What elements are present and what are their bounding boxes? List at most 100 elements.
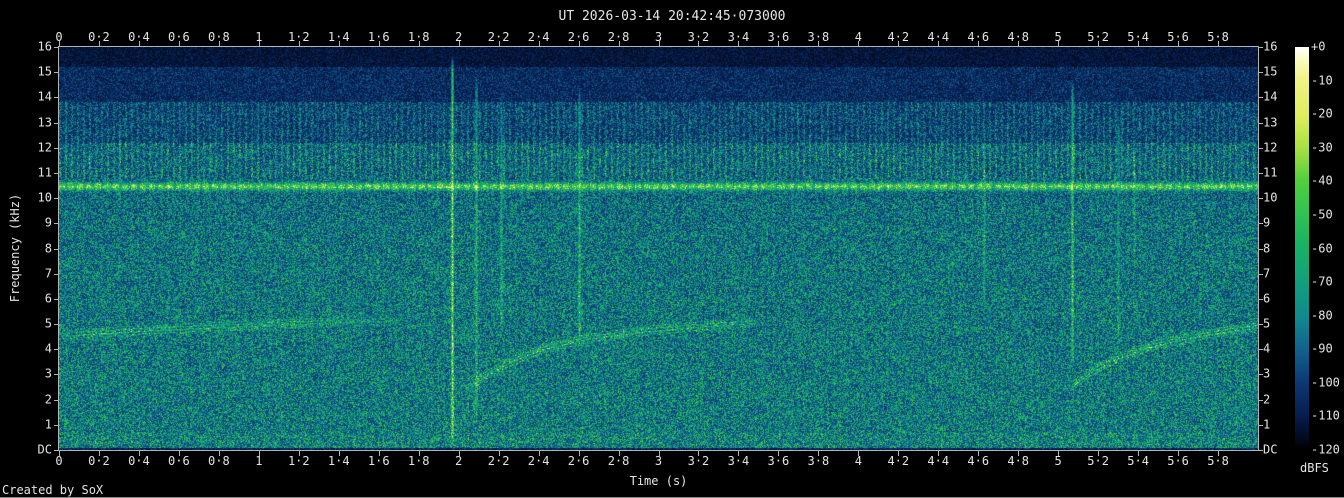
freq-tick-label: 4 (1263, 341, 1271, 356)
freq-tick-label: 6 (44, 291, 52, 306)
time-tick-mark (1098, 451, 1100, 456)
time-tick-mark (258, 41, 260, 46)
freq-tick-label: 12 (1263, 140, 1278, 155)
time-tick-label: 4·2 (887, 30, 910, 44)
plot-frame (58, 46, 1259, 451)
time-tick-label: 3·8 (807, 30, 830, 44)
freq-tick-mark (1259, 349, 1263, 351)
time-tick-mark (298, 41, 300, 46)
colorbar-tick-label: -50 (1311, 207, 1333, 222)
time-tick-mark (1018, 451, 1020, 456)
time-tick-label: 3·2 (687, 454, 710, 468)
time-tick-label: 4·2 (887, 454, 910, 468)
colorbar-tick-label: -80 (1311, 308, 1333, 323)
freq-tick-mark (54, 450, 58, 451)
time-tick-label: 0·6 (168, 454, 190, 468)
time-tick-label: 1·8 (407, 454, 430, 468)
time-tick-mark (378, 41, 380, 46)
time-tick-mark (978, 451, 980, 456)
time-tick-label: 2·6 (567, 454, 590, 468)
freq-tick-label: DC (1263, 442, 1278, 457)
freq-tick-label: 9 (1263, 215, 1271, 230)
time-tick-label: 4·4 (927, 30, 950, 44)
time-tick-mark (418, 451, 420, 456)
time-tick-mark (338, 41, 340, 46)
time-tick-mark (698, 451, 700, 456)
colorbar-unit-label: dBFS (1300, 461, 1329, 475)
time-axis-title: Time (s) (629, 474, 688, 488)
freq-tick-mark (1259, 147, 1263, 149)
time-tick-label: 1 (255, 30, 263, 44)
time-tick-label: 0·8 (208, 454, 230, 468)
colorbar-tick-label: -100 (1311, 375, 1340, 390)
freq-tick-mark (1259, 248, 1263, 250)
freq-tick-mark (54, 223, 58, 225)
time-tick-label: 4·6 (967, 30, 990, 44)
freq-tick-mark (1259, 122, 1263, 124)
freq-tick-label: 4 (44, 341, 52, 356)
freq-tick-label: 6 (1263, 291, 1271, 306)
freq-tick-mark (54, 122, 58, 124)
time-tick-label: 0 (55, 454, 63, 468)
colorbar-tick-label: -20 (1311, 106, 1333, 121)
time-tick-label: 3·4 (727, 30, 750, 44)
freq-tick-mark (1259, 324, 1263, 326)
time-tick-label: 0·2 (88, 30, 110, 44)
time-tick-mark (738, 41, 740, 46)
freq-tick-label: 16 (1263, 39, 1278, 54)
freq-tick-label: 7 (44, 266, 52, 281)
time-tick-mark (1098, 41, 1100, 46)
time-tick-label: 5·4 (1127, 454, 1149, 468)
figure-title: UT 2026-03-14 20:42:45·073000 (558, 9, 786, 24)
time-tick-label: 3·8 (807, 454, 830, 468)
time-tick-label: 1·6 (367, 454, 390, 468)
time-tick-mark (778, 41, 780, 46)
time-tick-label: 3 (654, 30, 663, 44)
time-tick-mark (298, 451, 300, 456)
time-tick-mark (178, 451, 180, 456)
time-tick-mark (778, 451, 780, 456)
freq-axis-title: Frequency (kHz) (8, 193, 22, 303)
time-tick-mark (978, 41, 980, 46)
time-tick-mark (1058, 41, 1060, 46)
time-tick-label: 5·2 (1087, 454, 1109, 468)
freq-tick-mark (1259, 198, 1263, 200)
freq-tick-mark (1259, 172, 1263, 174)
time-tick-label: 3·4 (727, 454, 750, 468)
time-tick-mark (818, 41, 820, 46)
colorbar-tick-label: -90 (1311, 341, 1333, 356)
time-tick-mark (938, 451, 940, 456)
freq-tick-mark (54, 273, 58, 275)
freq-tick-label: 15 (37, 64, 52, 79)
time-tick-mark (258, 451, 260, 456)
colorbar-tick-label: -120 (1311, 442, 1340, 457)
time-tick-label: 5·8 (1207, 454, 1229, 468)
time-tick-mark (898, 41, 900, 46)
time-tick-mark (1218, 41, 1220, 46)
time-tick-label: 1·4 (327, 30, 350, 44)
time-tick-label: 0·2 (88, 454, 110, 468)
time-tick-mark (658, 451, 660, 456)
colorbar-tick-label: +0 (1311, 39, 1326, 54)
spectrogram-canvas (59, 47, 1258, 450)
time-tick-label: 2·6 (567, 30, 590, 44)
time-tick-mark (818, 451, 820, 456)
freq-tick-label: 1 (1263, 417, 1271, 432)
freq-tick-mark (54, 72, 58, 74)
time-tick-mark (1178, 41, 1180, 46)
time-tick-mark (498, 41, 500, 46)
time-tick-label: 2·2 (487, 30, 510, 44)
freq-tick-mark (54, 97, 58, 99)
time-tick-mark (1138, 41, 1140, 46)
time-tick-label: 1·6 (367, 30, 390, 44)
freq-tick-label: 2 (1263, 392, 1271, 407)
freq-tick-label: 9 (44, 215, 52, 230)
time-tick-label: 0·4 (128, 30, 150, 44)
freq-tick-mark (54, 147, 58, 149)
freq-tick-label: 5 (44, 316, 52, 331)
time-tick-mark (1058, 451, 1060, 456)
freq-tick-label: 11 (37, 165, 52, 180)
time-tick-mark (1178, 451, 1180, 456)
time-tick-mark (458, 451, 460, 456)
